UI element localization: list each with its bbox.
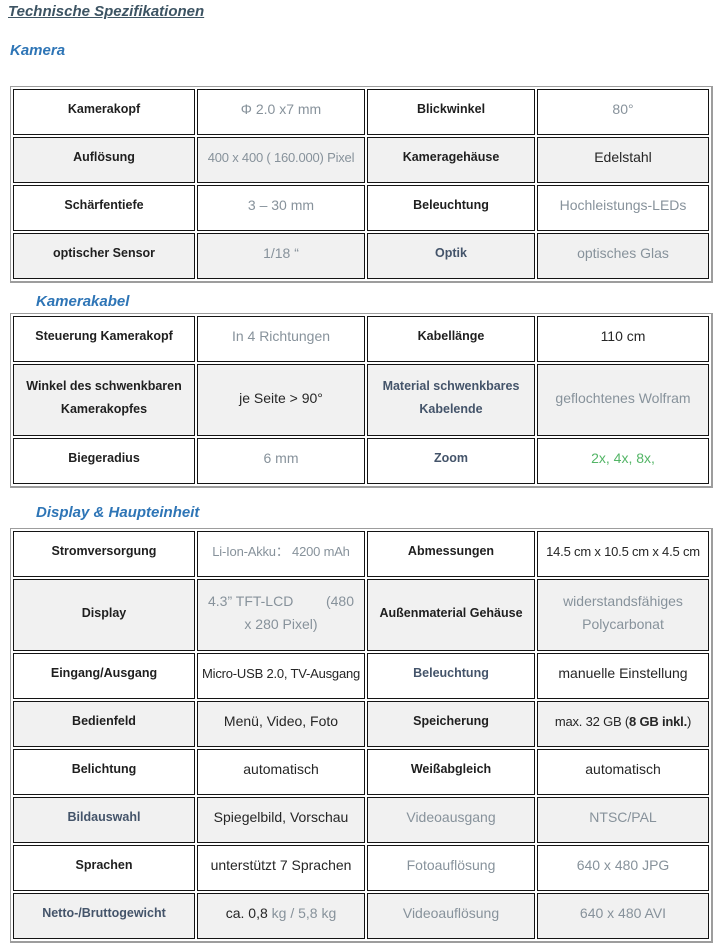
section-heading-kamerakabel: Kamerakabel — [36, 293, 130, 310]
spec-label-cell: Material schwenkbares Kabelende — [367, 364, 535, 436]
spec-value-cell: 3 – 30 mm — [197, 185, 365, 231]
spec-label-cell: Außenmaterial Gehäuse — [367, 579, 535, 651]
spec-label-cell: Beleuchtung — [367, 653, 535, 699]
spec-value-cell: 4.3” TFT-LCD (480 x 280 Pixel) — [197, 579, 365, 651]
spec-label-cell: Abmessungen — [367, 531, 535, 577]
spec-label-cell: Weißabgleich — [367, 749, 535, 795]
spec-value-cell: 6 mm — [197, 438, 365, 484]
spec-value-cell: 400 x 400 ( 160.000) Pixel — [197, 137, 365, 183]
spec-label-cell: Schärfentiefe — [13, 185, 195, 231]
spec-value-cell: Micro-USB 2.0, TV-Ausgang — [197, 653, 365, 699]
spec-label-cell: Fotoauflösung — [367, 845, 535, 891]
spec-label-cell: Bildauswahl — [13, 797, 195, 843]
spec-table-display-haupteinheit: Stromversorgung Li-Ion-Akku： 4200 mAh Abme… — [10, 528, 713, 943]
spec-value-cell: geflochtenes Wolfram — [537, 364, 709, 436]
spec-label-cell: Auflösung — [13, 137, 195, 183]
spec-row: Auflösung 400 x 400 ( 160.000) Pixel Kamer… — [13, 137, 709, 183]
spec-value-cell: 110 cm — [537, 316, 709, 362]
spec-label-cell: Winkel des schwenkbaren Kamerakopfes — [13, 364, 195, 436]
spec-value-cell: ca. 0,8 kg / 5,8 kg — [197, 893, 365, 939]
document: Technische Spezifikationen Kamera Kamera… — [0, 3, 722, 943]
spec-table-kamerakabel: Steuerung Kamerakopf In 4 Richtungen Kabel… — [10, 313, 713, 488]
spec-row: Netto-/Bruttogewicht ca. 0,8 kg / 5,8 kg V… — [13, 893, 709, 939]
spec-row: Schärfentiefe 3 – 30 mm Beleuchtung Hochlei… — [13, 185, 709, 231]
spec-row: Bedienfeld Menü, Video, Foto Speicherung ma… — [13, 701, 709, 747]
spec-value-cell: max. 32 GB (8 GB inkl.) — [537, 701, 709, 747]
section-heading-display-haupteinheit: Display & Haupteinheit — [36, 504, 200, 521]
section-heading-kamera: Kamera — [10, 42, 66, 59]
spec-value-cell: manuelle Einstellung — [537, 653, 709, 699]
spec-row: Kamerakopf Φ 2.0 x7 mm Blickwinkel 80° — [13, 89, 709, 135]
spec-label-cell: Kamerakopf — [13, 89, 195, 135]
spec-value-cell: widerstandsfähiges Polycarbonat — [537, 579, 709, 651]
spec-label-cell: Stromversorgung — [13, 531, 195, 577]
spec-label-cell: Kabellänge — [367, 316, 535, 362]
spec-row: Steuerung Kamerakopf In 4 Richtungen Kabel… — [13, 316, 709, 362]
spec-row: Stromversorgung Li-Ion-Akku： 4200 mAh Abme… — [13, 531, 709, 577]
spec-row: Sprachen unterstützt 7 Sprachen Fotoauflös… — [13, 845, 709, 891]
spec-label-cell: Belichtung — [13, 749, 195, 795]
spec-label-cell: Display — [13, 579, 195, 651]
spec-value-cell: Edelstahl — [537, 137, 709, 183]
spec-label-cell: Beleuchtung — [367, 185, 535, 231]
spec-row: Biegeradius 6 mm Zoom 2x, 4x, 8x, — [13, 438, 709, 484]
spec-value-cell: automatisch — [537, 749, 709, 795]
spec-label-cell: Blickwinkel — [367, 89, 535, 135]
spec-value-cell: 14.5 cm x 10.5 cm x 4.5 cm — [537, 531, 709, 577]
spec-value-cell: optisches Glas — [537, 233, 709, 279]
spec-label-cell: Videoausgang — [367, 797, 535, 843]
spec-value-cell: je Seite > 90° — [197, 364, 365, 436]
spec-value-cell: Li-Ion-Akku： 4200 mAh — [197, 531, 365, 577]
spec-table-kamera: Kamerakopf Φ 2.0 x7 mm Blickwinkel 80° Auflö… — [10, 86, 713, 283]
spec-value-cell: NTSC/PAL — [537, 797, 709, 843]
spec-row: Belichtung automatisch Weißabgleich automat… — [13, 749, 709, 795]
spec-row: Display 4.3” TFT-LCD (480 x 280 Pixel) Außen… — [13, 579, 709, 651]
spec-value-cell: 640 x 480 JPG — [537, 845, 709, 891]
spec-label-cell: Zoom — [367, 438, 535, 484]
spec-label-cell: Videoauflösung — [367, 893, 535, 939]
spec-row: Winkel des schwenkbaren Kamerakopfes je S… — [13, 364, 709, 436]
spec-label-cell: Optik — [367, 233, 535, 279]
spec-label-cell: Eingang/Ausgang — [13, 653, 195, 699]
spec-value-cell: unterstützt 7 Sprachen — [197, 845, 365, 891]
spec-value-cell: automatisch — [197, 749, 365, 795]
spec-value-cell: Hochleistungs-LEDs — [537, 185, 709, 231]
spec-value-cell: 80° — [537, 89, 709, 135]
spec-label-cell: Kameragehäuse — [367, 137, 535, 183]
spec-label-cell: optischer Sensor — [13, 233, 195, 279]
spec-value-cell: 2x, 4x, 8x, — [537, 438, 709, 484]
spec-row: Eingang/Ausgang Micro-USB 2.0, TV-Ausgang… — [13, 653, 709, 699]
spec-label-cell: Bedienfeld — [13, 701, 195, 747]
page-title: Technische Spezifikationen — [8, 3, 205, 20]
spec-value-cell: Φ 2.0 x7 mm — [197, 89, 365, 135]
spec-label-cell: Netto-/Bruttogewicht — [13, 893, 195, 939]
spec-row: Bildauswahl Spiegelbild, Vorschau Videoaus… — [13, 797, 709, 843]
spec-value-cell: 1/18 “ — [197, 233, 365, 279]
spec-label-cell: Steuerung Kamerakopf — [13, 316, 195, 362]
spec-value-cell: In 4 Richtungen — [197, 316, 365, 362]
spec-value-cell: Spiegelbild, Vorschau — [197, 797, 365, 843]
spec-value-cell: Menü, Video, Foto — [197, 701, 365, 747]
spec-row: optischer Sensor 1/18 “Optik optisches Gla… — [13, 233, 709, 279]
spec-label-cell: Speicherung — [367, 701, 535, 747]
spec-label-cell: Sprachen — [13, 845, 195, 891]
spec-label-cell: Biegeradius — [13, 438, 195, 484]
spec-value-cell: 640 x 480 AVI — [537, 893, 709, 939]
